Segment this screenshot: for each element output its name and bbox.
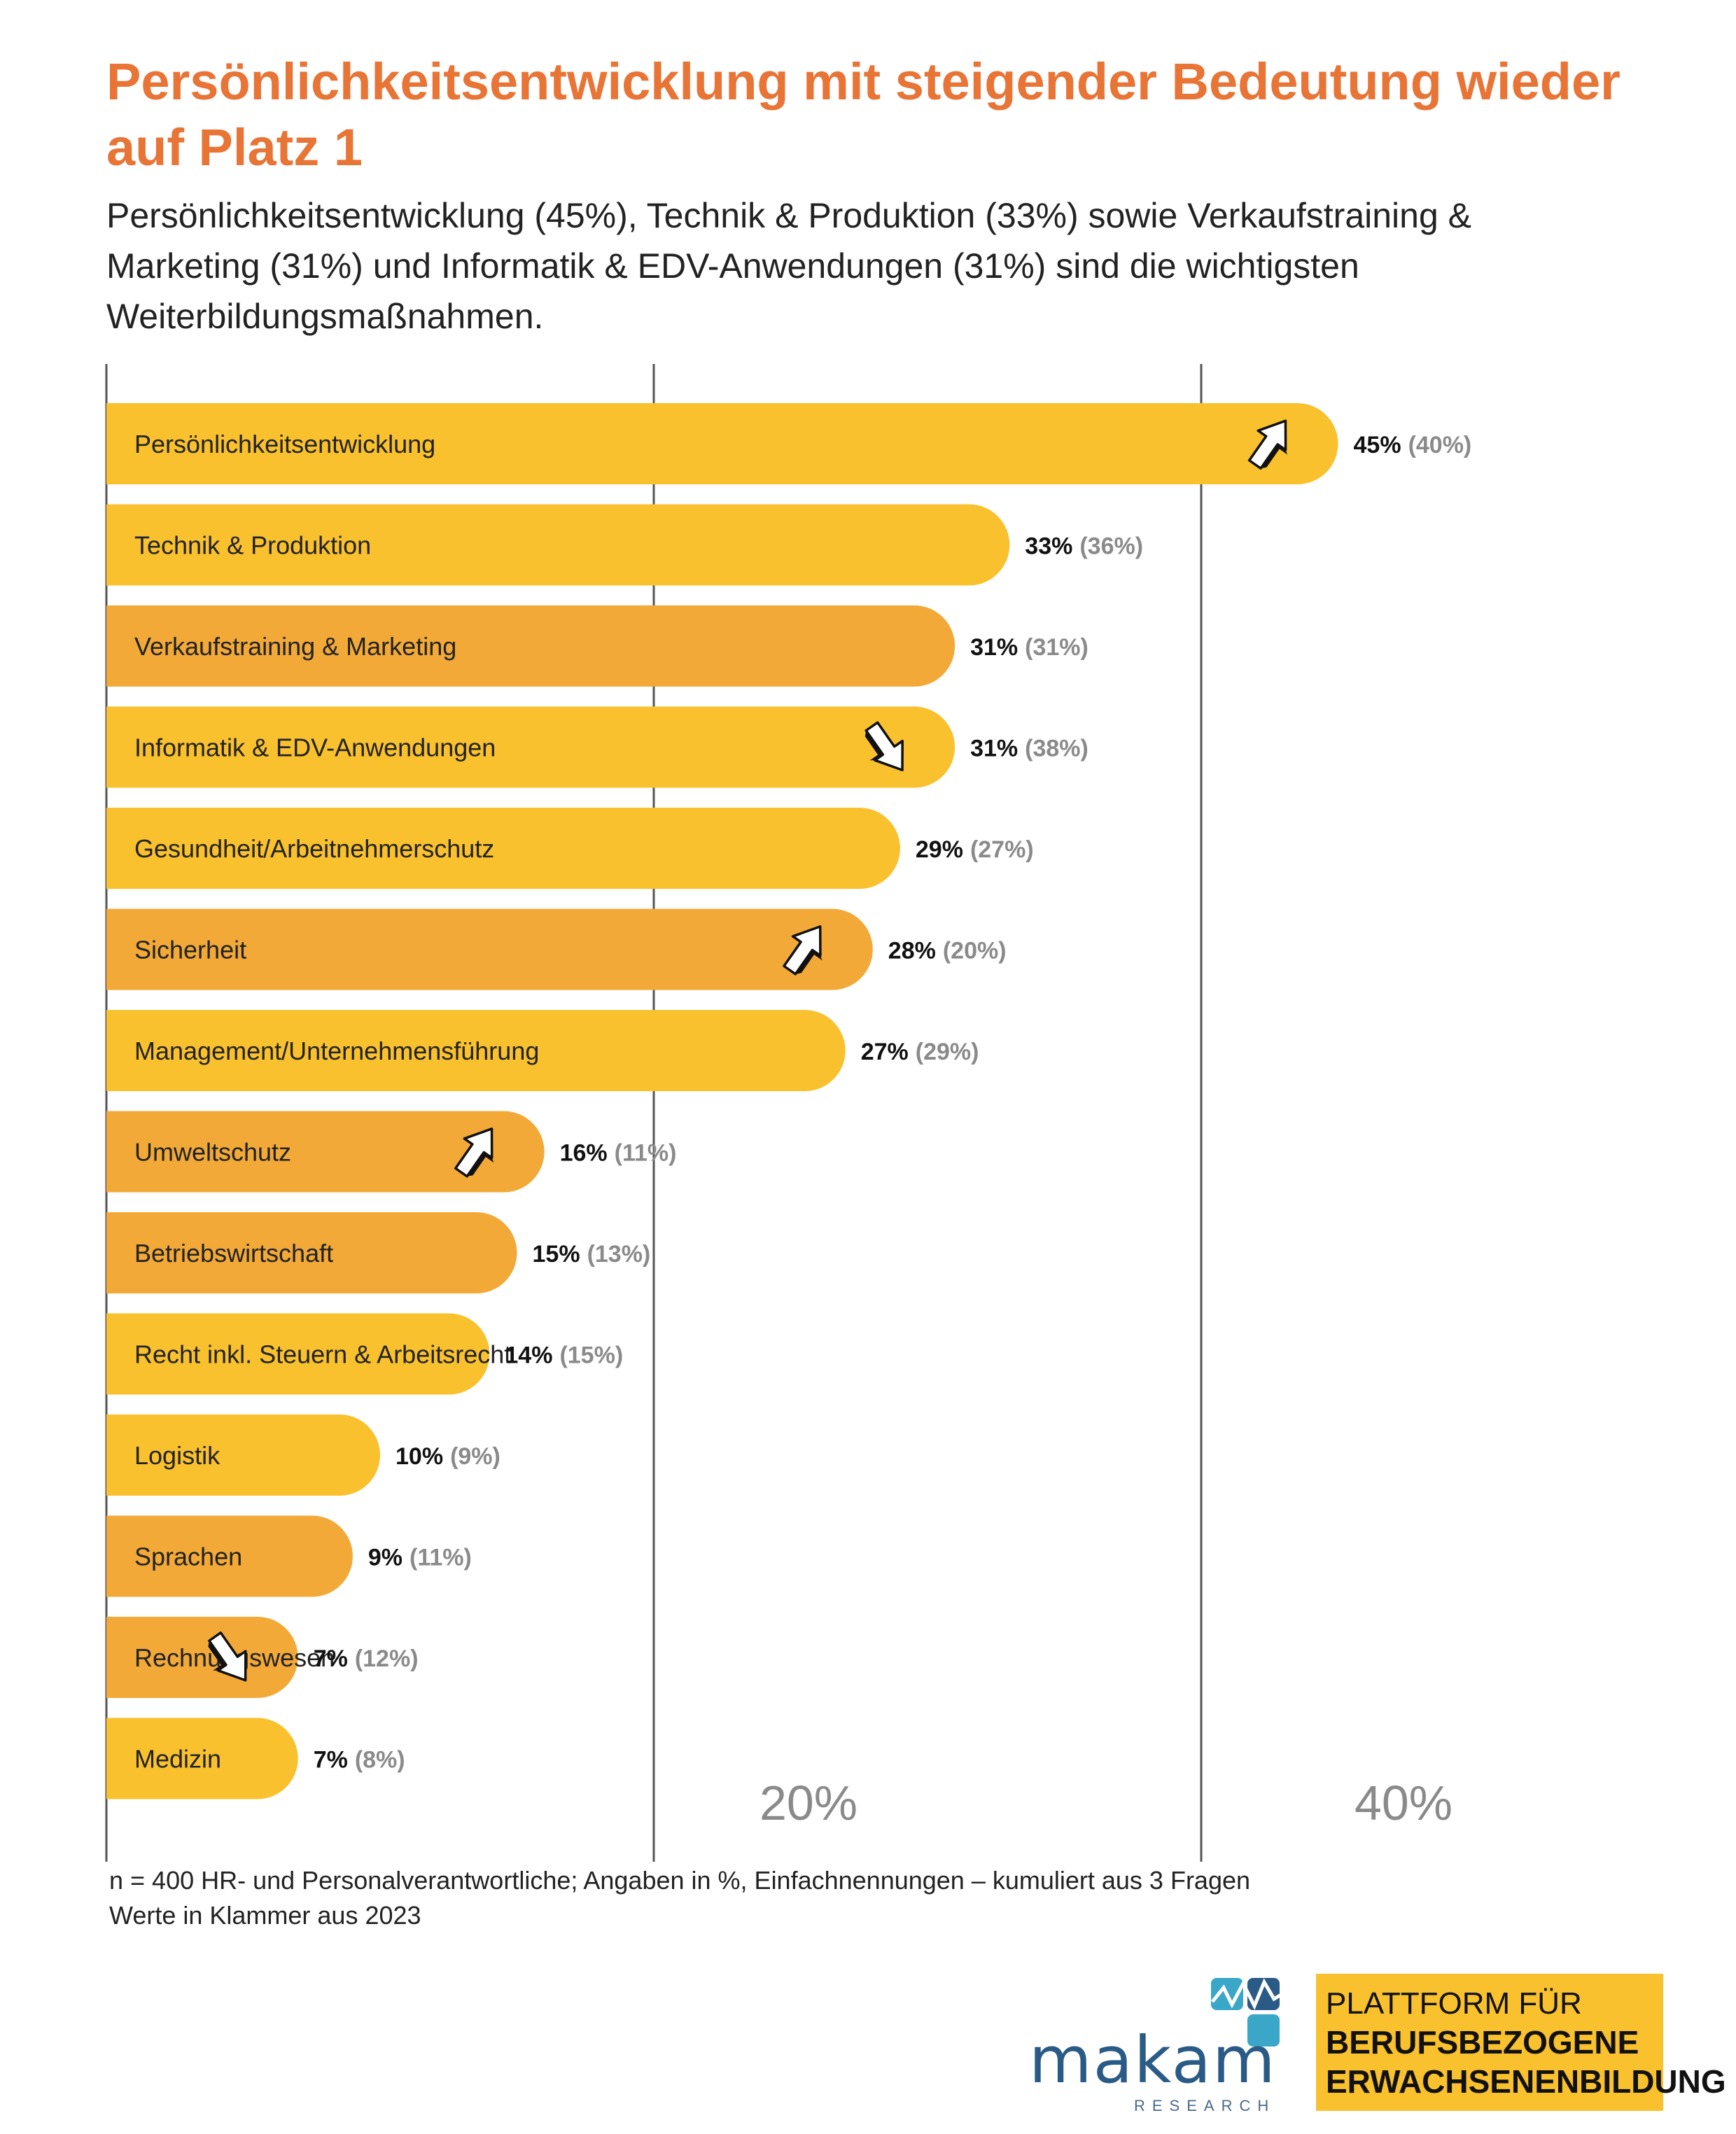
category-label-1: Persönlichkeitsentwicklung <box>134 430 435 458</box>
value-previous-3: (31%) <box>1025 634 1088 661</box>
value-label-5: 29% (27%) <box>916 836 1034 863</box>
platform-line-2: BERUFSBEZOGENE <box>1326 2024 1639 2061</box>
value-label-3: 31% (31%) <box>970 634 1088 661</box>
value-current-3: 31% <box>970 634 1018 661</box>
value-previous-6: (20%) <box>943 938 1007 964</box>
platform-line-1: PLATTFORM FÜR <box>1326 1986 1582 2021</box>
tick-label-20: 20% <box>760 1776 858 1830</box>
bar-7 <box>106 1010 846 1091</box>
category-label-3: Verkaufstraining & Marketing <box>134 632 456 661</box>
value-label-12: 9% (11%) <box>368 1545 472 1571</box>
value-label-1: 45% (40%) <box>1354 432 1472 458</box>
bars: Persönlichkeitsentwicklung 45% (40%) Techni… <box>106 403 1471 1799</box>
value-label-13: 7% (12%) <box>314 1645 419 1672</box>
category-label-12: Sprachen <box>134 1543 242 1571</box>
bar-3 <box>106 605 955 687</box>
bar-9 <box>106 1212 517 1293</box>
category-label-14: Medizin <box>134 1745 221 1774</box>
value-current-5: 29% <box>916 836 963 863</box>
value-label-7: 27% (29%) <box>861 1039 979 1065</box>
value-previous-9: (13%) <box>587 1241 651 1268</box>
value-label-4: 31% (38%) <box>970 736 1088 762</box>
value-current-8: 16% <box>560 1140 608 1167</box>
value-current-11: 10% <box>396 1443 443 1470</box>
bar-chart: Persönlichkeitsentwicklung 45% (40%) Techni… <box>105 364 1471 1862</box>
value-label-9: 15% (13%) <box>533 1241 651 1268</box>
trend-arrow-up-icon <box>1247 419 1288 470</box>
category-label-4: Informatik & EDV-Anwendungen <box>134 733 496 762</box>
value-previous-12: (11%) <box>410 1545 472 1571</box>
trend-arrow-up-icon <box>783 925 822 976</box>
category-label-6: Sicherheit <box>134 936 246 964</box>
trend-arrow-down-icon <box>864 721 904 772</box>
bar-14 <box>106 1718 298 1799</box>
category-label-8: Umweltschutz <box>134 1138 291 1167</box>
value-label-14: 7% (8%) <box>314 1747 405 1774</box>
value-current-2: 33% <box>1025 533 1072 560</box>
value-previous-10: (15%) <box>559 1342 623 1369</box>
value-label-8: 16% (11%) <box>560 1140 677 1167</box>
bar-12 <box>106 1515 353 1597</box>
platform-logo: PLATTFORM FÜR BERUFSBEZOGENE ERWACHSENEN… <box>1316 1974 1726 2111</box>
category-label-2: Technik & Produktion <box>134 531 371 560</box>
platform-line-3: ERWACHSENENBILDUNG <box>1326 2063 1726 2100</box>
bar-1 <box>106 403 1338 484</box>
value-current-14: 7% <box>314 1747 348 1774</box>
value-previous-4: (38%) <box>1025 736 1088 762</box>
bar-11 <box>106 1415 380 1496</box>
makam-wave-icon <box>1211 1978 1282 2047</box>
value-previous-8: (11%) <box>615 1140 677 1167</box>
bar-8 <box>106 1111 545 1193</box>
tick-label-40: 40% <box>1354 1776 1452 1830</box>
chart-title: Persönlichkeitsentwicklung mit steigende… <box>106 52 1620 176</box>
value-previous-14: (8%) <box>355 1747 405 1774</box>
makam-logo: makam RESEARCH <box>1029 1974 1295 2114</box>
value-previous-2: (36%) <box>1079 533 1143 560</box>
value-previous-5: (27%) <box>970 836 1034 863</box>
value-previous-13: (12%) <box>355 1645 419 1672</box>
value-previous-1: (40%) <box>1408 432 1472 458</box>
value-label-2: 33% (36%) <box>1025 533 1143 560</box>
value-current-9: 15% <box>533 1241 580 1268</box>
axis-tick-labels: 20% 40% <box>760 1776 1452 1830</box>
category-label-5: Gesundheit/Arbeitnehmerschutz <box>134 834 494 863</box>
footnote-previous-year: Werte in Klammer aus 2023 <box>109 1901 421 1930</box>
bar-13 <box>106 1617 298 1698</box>
value-previous-7: (29%) <box>916 1039 979 1065</box>
category-label-7: Management/Unternehmensführung <box>134 1037 539 1065</box>
value-current-13: 7% <box>314 1645 348 1672</box>
value-current-1: 45% <box>1354 432 1401 458</box>
makam-wordmark: makam <box>1029 2023 1277 2098</box>
trend-arrow-down-icon <box>208 1631 247 1682</box>
makam-research-label: RESEARCH <box>1134 2097 1276 2114</box>
bar-5 <box>106 808 900 889</box>
chart-subtitle: Persönlichkeitsentwicklung (45%), Techni… <box>106 196 1472 336</box>
bar-2 <box>106 504 1010 586</box>
footnote: n = 400 HR- und Personalverantwortliche;… <box>109 1863 1250 1933</box>
bar-6 <box>106 908 873 990</box>
value-current-4: 31% <box>970 736 1018 762</box>
footnote-sample: n = 400 HR- und Personalverantwortliche;… <box>109 1866 1251 1895</box>
value-current-12: 9% <box>368 1545 402 1571</box>
value-current-10: 14% <box>505 1342 552 1369</box>
value-label-10: 14% (15%) <box>505 1342 623 1369</box>
category-label-11: Logistik <box>134 1441 220 1470</box>
category-label-10: Recht inkl. Steuern & Arbeitsrecht <box>134 1340 511 1369</box>
category-label-9: Betriebswirtschaft <box>134 1239 333 1268</box>
value-label-11: 10% (9%) <box>396 1443 500 1470</box>
bar-10 <box>106 1313 490 1395</box>
trend-arrow-up-icon <box>454 1127 494 1178</box>
value-label-6: 28% (20%) <box>888 938 1007 964</box>
value-previous-11: (9%) <box>450 1443 500 1470</box>
bar-4 <box>106 706 955 788</box>
value-current-7: 27% <box>861 1039 909 1065</box>
value-current-6: 28% <box>888 938 936 964</box>
